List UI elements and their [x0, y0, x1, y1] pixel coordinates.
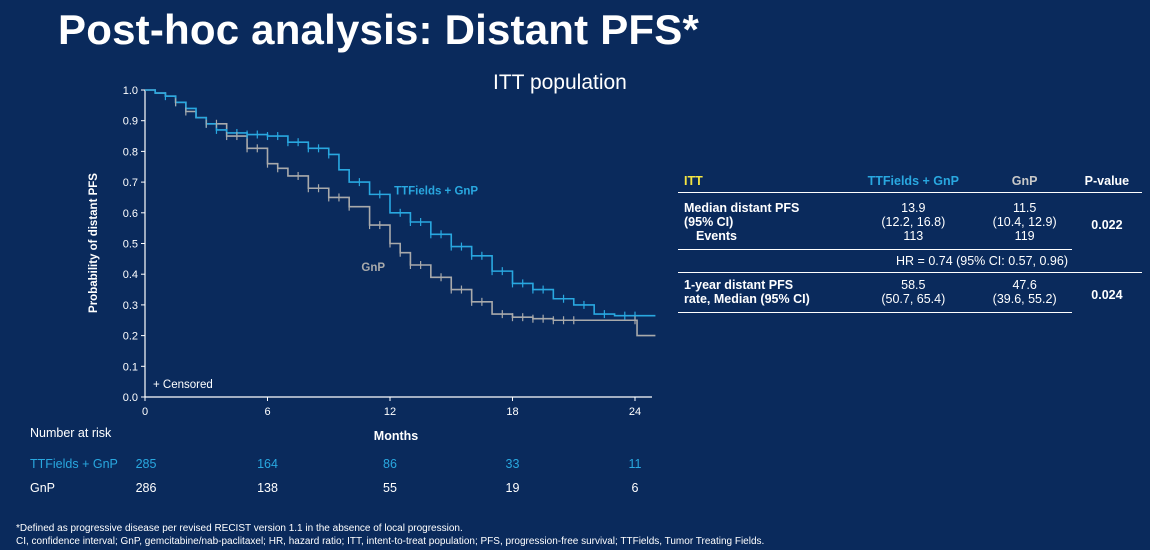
gnp-1yr-ci: (39.6, 55.2) — [977, 292, 1072, 313]
risk-value-ttfields: 86 — [383, 457, 397, 471]
risk-label-ttfields: TTFields + GnP — [30, 457, 118, 471]
annotation-gnp: GnP — [361, 262, 385, 274]
gnp-1yr: 47.6 — [1012, 278, 1037, 292]
ttf-events: 113 — [849, 228, 978, 250]
y-tick-label: 1.0 — [123, 85, 138, 97]
y-tick-label: 0.8 — [123, 146, 138, 158]
x-tick-label: 6 — [264, 406, 270, 418]
risk-value-ttfields: 11 — [628, 457, 642, 471]
x-tick-label: 24 — [629, 406, 641, 418]
risk-value-ttfields: 33 — [505, 457, 520, 471]
stats-table: ITT TTFields + GnP GnP P-value Median di… — [678, 170, 1142, 313]
events-label: Events — [678, 228, 850, 250]
annotation-ttfields: TTFields + GnP — [394, 185, 478, 197]
ttf-1yr: 58.5 — [901, 278, 926, 292]
stats-header-gnp: GnP — [977, 170, 1072, 193]
x-tick-label: 18 — [506, 406, 518, 418]
p-value-median: 0.022 — [1091, 217, 1123, 232]
ttf-1yr-ci: (50.7, 65.4) — [849, 292, 978, 313]
y-tick-label: 0.7 — [123, 177, 138, 189]
hazard-ratio: HR = 0.74 (95% CI: 0.57, 0.96) — [678, 249, 1142, 273]
y-tick-label: 0.5 — [123, 239, 138, 251]
risk-table-header: Number at risk — [30, 426, 112, 440]
stats-header-pvalue: P-value — [1071, 170, 1142, 193]
y-tick-label: 0.6 — [123, 208, 138, 220]
stats-header-itt: ITT — [678, 170, 850, 193]
p-value-1yr: 0.024 — [1091, 288, 1123, 303]
risk-value-gnp: 6 — [631, 481, 639, 495]
chart-censor-marks — [164, 92, 636, 325]
risk-label-gnp: GnP — [30, 481, 56, 495]
risk-value-gnp: 138 — [257, 481, 278, 495]
footnote-definition: *Defined as progressive disease per revi… — [16, 523, 463, 534]
y-axis-label: Probability of distant PFS — [88, 173, 100, 313]
gnp-events: 119 — [977, 228, 1072, 250]
km-curve-ttfields — [145, 89, 656, 317]
median-label-2: (95% CI) — [684, 214, 734, 229]
risk-value-ttfields: 164 — [257, 457, 278, 471]
risk-value-ttfields: 285 — [135, 457, 157, 471]
y-tick-label: 0.0 — [123, 392, 138, 404]
gnp-ci: (10.4, 12.9) — [992, 214, 1057, 229]
oneyear-label-1: 1-year distant PFS — [684, 278, 794, 292]
risk-value-gnp: 55 — [383, 481, 397, 495]
ttf-ci: (12.2, 16.8) — [881, 214, 946, 229]
median-label-1: Median distant PFS — [684, 200, 800, 215]
km-chart: 0.0 0.1 0.2 0.3 0.4 0.5 0.6 0.7 0.8 0.9 1.0 0 6 12 18 2… — [88, 85, 656, 443]
y-tick-label: 0.9 — [123, 116, 138, 128]
y-tick-label: 0.3 — [123, 300, 138, 312]
stats-header-ttfields: TTFields + GnP — [849, 170, 978, 193]
y-tick-label: 0.2 — [123, 331, 138, 343]
slide-title: Post-hoc analysis: Distant PFS* — [58, 6, 700, 53]
chart-axes: 0.0 0.1 0.2 0.3 0.4 0.5 0.6 0.7 0.8 0.9 1.0 0 6 12 18 2… — [123, 85, 652, 418]
y-tick-label: 0.4 — [123, 269, 138, 281]
censored-legend: + Censored — [153, 379, 213, 391]
chart-subtitle: ITT population — [493, 71, 627, 94]
x-axis-label: Months — [374, 429, 418, 443]
x-tick-label: 0 — [142, 406, 148, 418]
risk-value-gnp: 19 — [505, 481, 520, 495]
oneyear-label-2: rate, Median (95% CI) — [678, 292, 850, 313]
gnp-median: 11.5 — [1012, 200, 1037, 215]
ttf-median: 13.9 — [901, 200, 926, 215]
risk-value-gnp: 286 — [135, 481, 157, 495]
y-tick-label: 0.1 — [123, 361, 138, 373]
x-tick-label: 12 — [384, 406, 396, 418]
footnote-abbreviations: CI, confidence interval; GnP, gemcitabin… — [16, 536, 765, 547]
